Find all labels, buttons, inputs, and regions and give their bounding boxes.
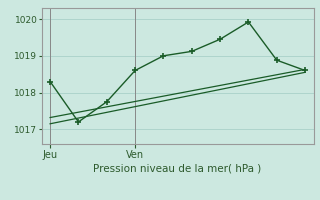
X-axis label: Pression niveau de la mer( hPa ): Pression niveau de la mer( hPa ) <box>93 164 262 174</box>
